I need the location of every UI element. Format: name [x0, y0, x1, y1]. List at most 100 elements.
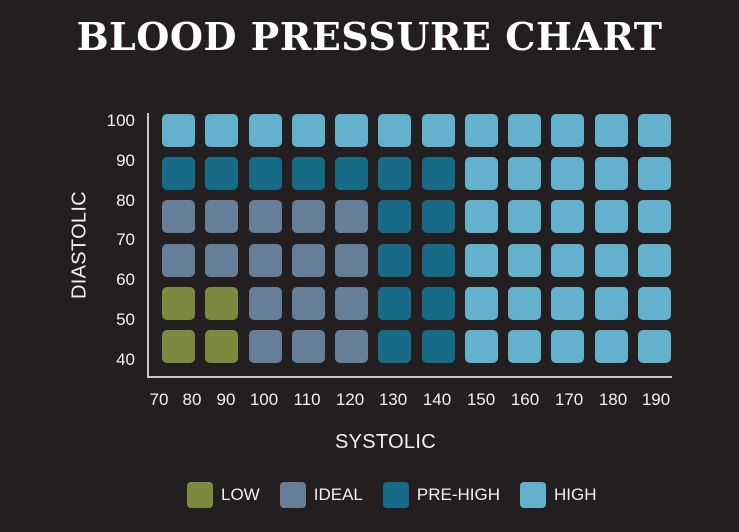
heatmap-cell — [508, 286, 542, 320]
heatmap-cell — [464, 243, 498, 277]
heatmap-cell — [464, 200, 498, 234]
x-tick-label: 140 — [422, 390, 452, 409]
heatmap-cell — [248, 157, 282, 191]
heatmap-cell — [205, 200, 239, 234]
heatmap-cell — [421, 243, 455, 277]
heatmap-cell — [421, 200, 455, 234]
heatmap-cell — [594, 286, 628, 320]
heatmap-cell — [594, 330, 628, 363]
heatmap-cell — [335, 114, 369, 147]
heatmap-cell — [205, 286, 239, 320]
heatmap-cell — [291, 200, 325, 234]
heatmap-cell — [378, 200, 412, 234]
heatmap-cell — [378, 114, 412, 147]
y-tick-label: 50 — [116, 310, 135, 329]
heatmap-cell — [594, 200, 628, 234]
heatmap-cell — [594, 157, 628, 191]
x-tick-label: 70 — [149, 390, 169, 409]
heatmap-cell — [162, 200, 195, 234]
x-tick-label: 120 — [335, 390, 365, 409]
heatmap-cell — [205, 114, 239, 147]
heatmap-cell — [248, 114, 282, 147]
heatmap-cell — [205, 157, 239, 191]
x-tick-label: 180 — [598, 390, 628, 409]
heatmap-cell — [637, 243, 671, 277]
heatmap-cell — [378, 286, 412, 320]
y-tick-label: 40 — [116, 349, 135, 369]
legend-label: LOW — [221, 485, 260, 504]
y-tick-label: 100 — [106, 111, 135, 130]
heatmap-cell — [205, 243, 239, 277]
heatmap-cell — [464, 286, 498, 320]
heatmap-cell — [162, 157, 195, 191]
heatmap-cell — [551, 114, 585, 147]
heatmap-cell — [248, 286, 282, 320]
heatmap-cell — [162, 114, 195, 147]
legend-swatch — [187, 482, 213, 508]
x-tick-label: 150 — [466, 390, 496, 409]
y-tick-label: 60 — [116, 270, 135, 290]
heatmap-cell — [508, 200, 542, 234]
heatmap-cell — [335, 286, 369, 320]
heatmap-cell — [248, 200, 282, 234]
x-axis-title: SYSTOLIC — [335, 431, 436, 453]
heatmap-cell — [335, 157, 369, 191]
heatmap-cell — [594, 114, 628, 147]
legend-label: HIGH — [554, 485, 597, 504]
legend-label: IDEAL — [313, 485, 363, 504]
heatmap-cell — [291, 114, 325, 147]
heatmap-cell — [162, 286, 195, 320]
heatmap-cell — [551, 286, 585, 320]
heatmap-cell — [421, 114, 455, 147]
heatmap-cell — [551, 157, 585, 191]
legend-item-low: LOW — [187, 482, 260, 508]
heatmap-cell — [162, 330, 195, 363]
heatmap-cell — [464, 157, 498, 191]
heatmap-cell — [335, 243, 369, 277]
heatmap-cell — [378, 243, 412, 277]
heatmap-cell — [335, 200, 369, 234]
heatmap-cell — [594, 243, 628, 277]
legend-swatch — [382, 482, 409, 508]
x-tick-label: 100 — [249, 390, 279, 409]
heatmap-cell — [378, 330, 412, 363]
heatmap-cell — [421, 286, 455, 320]
legend-swatch — [279, 482, 306, 508]
chart-title: BLOOD PRESSURE CHART — [76, 14, 663, 59]
x-tick-label: 80 — [182, 390, 202, 409]
heatmap-cell — [248, 330, 282, 363]
heatmap-cell — [637, 157, 671, 191]
heatmap-cell — [291, 286, 325, 320]
heatmap-cell — [508, 330, 542, 363]
heatmap-cell — [378, 157, 412, 191]
heatmap-cell — [508, 114, 542, 147]
legend-item-ideal: IDEAL — [279, 482, 363, 508]
heatmap-cell — [162, 243, 195, 277]
heatmap-cell — [291, 330, 325, 363]
heatmap-cell — [464, 330, 498, 363]
heatmap-cell — [508, 243, 542, 277]
heatmap-cell — [335, 330, 369, 363]
heatmap-cell — [551, 200, 585, 234]
heatmap-cell — [291, 157, 325, 191]
x-tick-label: 170 — [554, 390, 584, 409]
x-tick-label: 130 — [378, 390, 408, 409]
heatmap-cell — [248, 243, 282, 277]
y-tick-label: 70 — [116, 230, 135, 250]
y-tick-label: 90 — [116, 150, 135, 170]
legend-label: PRE-HIGH — [416, 485, 500, 504]
heatmap-cell — [508, 157, 542, 191]
x-tick-label: 90 — [216, 390, 236, 409]
heatmap-cell — [637, 330, 671, 363]
y-axis-line — [147, 113, 149, 378]
heatmap-cell — [551, 330, 585, 363]
x-tick-label: 160 — [510, 390, 540, 409]
heatmap-cell — [637, 286, 671, 320]
legend-item-high: HIGH — [520, 482, 597, 508]
x-axis-line — [147, 376, 672, 378]
heatmap-cell — [421, 157, 455, 191]
heatmap-cell — [205, 330, 239, 363]
heatmap-cell — [421, 330, 455, 363]
heatmap-cell — [551, 243, 585, 277]
legend: LOW IDEAL PRE-HIGH HIGH — [187, 482, 617, 508]
